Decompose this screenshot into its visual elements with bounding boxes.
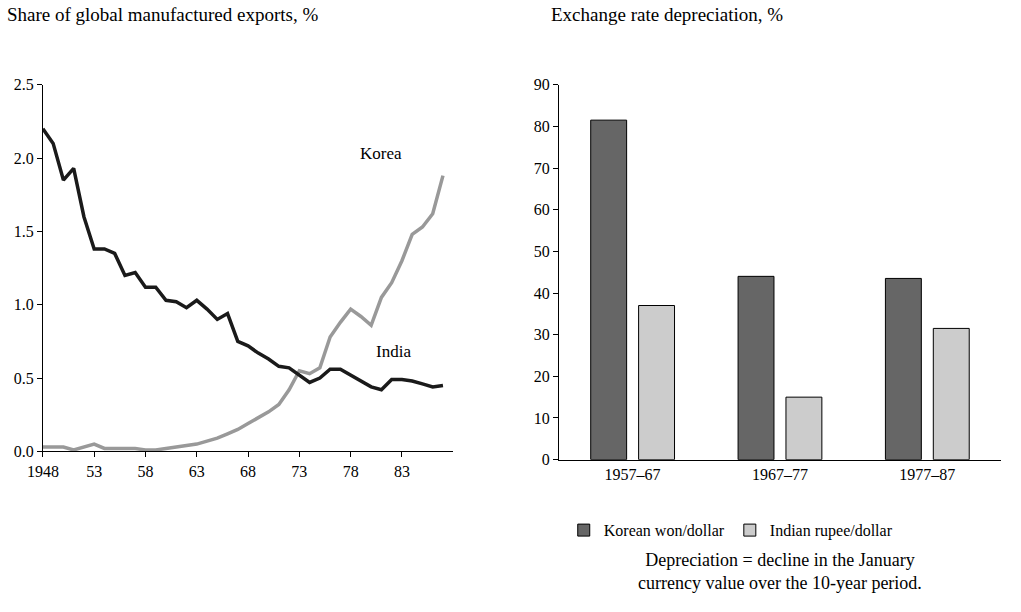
svg-text:0.0: 0.0 [14,443,34,460]
svg-text:63: 63 [189,463,205,480]
svg-text:73: 73 [291,463,307,480]
svg-text:78: 78 [343,463,359,480]
svg-text:80: 80 [534,118,550,135]
svg-text:70: 70 [534,160,550,177]
svg-text:2.0: 2.0 [14,150,34,167]
svg-text:58: 58 [137,463,153,480]
svg-text:83: 83 [394,463,410,480]
svg-text:Share of global manufactured e: Share of global manufactured exports, % [7,4,318,25]
svg-text:50: 50 [534,243,550,260]
svg-text:Indian rupee/dollar: Indian rupee/dollar [770,522,893,540]
svg-text:68: 68 [240,463,256,480]
svg-text:1977–87: 1977–87 [899,466,955,483]
svg-text:1.0: 1.0 [14,296,34,313]
svg-text:0: 0 [542,451,550,468]
svg-text:60: 60 [534,201,550,218]
svg-text:India: India [376,342,411,361]
svg-text:Depreciation = decline in the: Depreciation = decline in the Januarycur… [638,550,922,593]
svg-text:Exchange rate depreciation, %: Exchange rate depreciation, % [551,4,783,25]
svg-text:10: 10 [534,410,550,427]
svg-text:1.5: 1.5 [14,223,34,240]
svg-text:Korea: Korea [360,144,402,163]
svg-text:20: 20 [534,368,550,385]
svg-text:2.5: 2.5 [14,76,34,93]
svg-text:30: 30 [534,326,550,343]
svg-text:40: 40 [534,285,550,302]
svg-text:53: 53 [86,463,102,480]
svg-text:1967–77: 1967–77 [752,466,808,483]
svg-text:Korean won/dollar: Korean won/dollar [604,522,725,539]
svg-text:1957–67: 1957–67 [605,466,661,483]
svg-text:90: 90 [534,76,550,93]
svg-text:0.5: 0.5 [14,370,34,387]
svg-text:1948: 1948 [27,463,59,480]
